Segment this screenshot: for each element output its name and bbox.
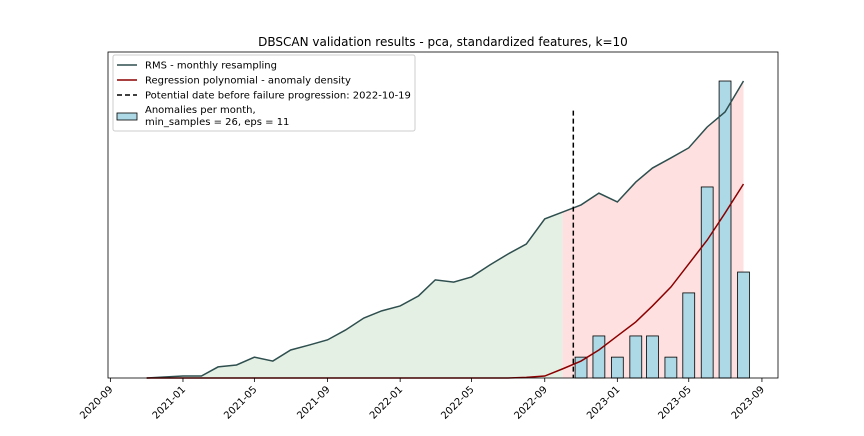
legend-label: Anomalies per month, min_samples = 26, ep… [145, 105, 289, 128]
bar [629, 335, 643, 379]
chart-title: DBSCAN validation results - pca, standar… [258, 35, 628, 49]
bar [646, 335, 659, 379]
legend-swatch [116, 112, 138, 121]
bar [718, 80, 732, 379]
bar [610, 356, 624, 379]
legend-label: RMS - monthly resampling [145, 61, 277, 72]
bar [664, 356, 678, 379]
area-fill [562, 81, 744, 378]
legend-box [112, 54, 416, 132]
area-fill [146, 212, 563, 378]
legend: RMS - monthly resampling Regression polyn… [112, 54, 416, 132]
bar [737, 271, 750, 379]
bar [700, 186, 714, 379]
plot-frame [107, 51, 779, 379]
line [146, 80, 745, 379]
bar [592, 335, 606, 379]
legend-label: Regression polynomial - anomaly density [145, 76, 351, 87]
legend-label: Potential date before failure progressio… [145, 91, 411, 102]
bar [682, 292, 696, 379]
